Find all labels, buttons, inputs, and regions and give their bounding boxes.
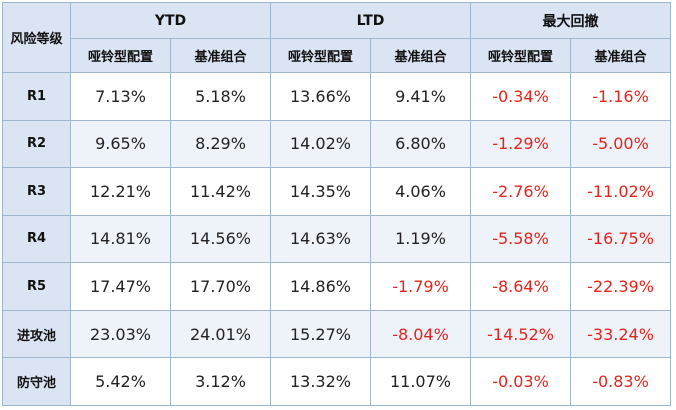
risk-level-cell: 防守池: [2, 357, 71, 406]
value-cell: -1.16%: [570, 72, 671, 121]
value-cell: -2.76%: [470, 167, 571, 216]
value-cell: -1.79%: [370, 262, 471, 311]
value-cell: -0.34%: [470, 72, 571, 121]
value-cell: -8.04%: [370, 309, 471, 359]
value-cell: 8.29%: [170, 119, 271, 169]
value-cell: -5.00%: [570, 119, 671, 169]
value-cell: 9.41%: [370, 72, 471, 121]
value-cell: -33.24%: [570, 309, 671, 359]
value-cell: -5.58%: [470, 214, 571, 264]
column-header: 基准组合: [370, 38, 471, 73]
value-cell: 4.06%: [370, 167, 471, 216]
value-cell: -22.39%: [570, 262, 671, 311]
value-cell: -8.64%: [470, 262, 571, 311]
value-cell: 14.56%: [170, 214, 271, 264]
table-row: R1 7.13% 5.18% 13.66% 9.41% -0.34% -1.16%: [2, 72, 671, 121]
value-cell: 24.01%: [170, 309, 271, 359]
value-cell: -11.02%: [570, 167, 671, 216]
risk-level-header: 风险等级: [2, 2, 71, 73]
table-row: R3 12.21% 11.42% 14.35% 4.06% -2.76% -11.02%: [2, 167, 671, 216]
column-header: 哑铃型配置: [270, 38, 371, 73]
table-row: 进攻池 23.03% 24.01% 15.27% -8.04% -14.52% -33.24…: [2, 309, 671, 359]
value-cell: 14.35%: [270, 167, 371, 216]
value-cell: 15.27%: [270, 309, 371, 359]
table-row: R4 14.81% 14.56% 14.63% 1.19% -5.58% -16.75%: [2, 214, 671, 264]
performance-table-container: 风险等级 YTD LTD 最大回撤 哑铃型配置 基准组合 哑铃型配置 基准组合 …: [2, 2, 671, 406]
risk-level-cell: R2: [2, 119, 71, 169]
table-row: R5 17.47% 17.70% 14.86% -1.79% -8.64% -22.39%: [2, 262, 671, 311]
table-row: R2 9.65% 8.29% 14.02% 6.80% -1.29% -5.00%: [2, 119, 671, 169]
group-header-ytd: YTD: [70, 2, 271, 39]
value-cell: 6.80%: [370, 119, 471, 169]
value-cell: 14.63%: [270, 214, 371, 264]
column-header: 哑铃型配置: [470, 38, 571, 73]
value-cell: 9.65%: [70, 119, 171, 169]
value-cell: 14.86%: [270, 262, 371, 311]
value-cell: -14.52%: [470, 309, 571, 359]
risk-level-cell: R4: [2, 214, 71, 264]
table-row: 防守池 5.42% 3.12% 13.32% 11.07% -0.03% -0.83%: [2, 357, 671, 406]
risk-level-cell: R3: [2, 167, 71, 216]
value-cell: 17.70%: [170, 262, 271, 311]
risk-level-cell: 进攻池: [2, 309, 71, 359]
value-cell: 14.81%: [70, 214, 171, 264]
value-cell: -0.03%: [470, 357, 571, 406]
value-cell: 1.19%: [370, 214, 471, 264]
performance-table: 风险等级 YTD LTD 最大回撤 哑铃型配置 基准组合 哑铃型配置 基准组合 …: [2, 2, 671, 406]
value-cell: 11.42%: [170, 167, 271, 216]
risk-level-cell: R5: [2, 262, 71, 311]
value-cell: -1.29%: [470, 119, 571, 169]
group-header-ltd: LTD: [270, 2, 471, 39]
value-cell: 13.32%: [270, 357, 371, 406]
risk-level-cell: R1: [2, 72, 71, 121]
value-cell: 5.18%: [170, 72, 271, 121]
column-header: 哑铃型配置: [70, 38, 171, 73]
table-body: R1 7.13% 5.18% 13.66% 9.41% -0.34% -1.16% R2 9.6…: [2, 72, 671, 406]
column-header: 基准组合: [570, 38, 671, 73]
value-cell: 17.47%: [70, 262, 171, 311]
value-cell: 23.03%: [70, 309, 171, 359]
value-cell: -0.83%: [570, 357, 671, 406]
column-header: 基准组合: [170, 38, 271, 73]
value-cell: 5.42%: [70, 357, 171, 406]
value-cell: 14.02%: [270, 119, 371, 169]
value-cell: 12.21%: [70, 167, 171, 216]
group-header-row: 风险等级 YTD LTD 最大回撤: [2, 2, 671, 73]
value-cell: 7.13%: [70, 72, 171, 121]
value-cell: 3.12%: [170, 357, 271, 406]
group-header-max-drawdown: 最大回撤: [470, 2, 671, 39]
sub-header-row: 哑铃型配置 基准组合 哑铃型配置 基准组合 哑铃型配置 基准组合: [3, 38, 671, 73]
value-cell: -16.75%: [570, 214, 671, 264]
value-cell: 11.07%: [370, 357, 471, 406]
value-cell: 13.66%: [270, 72, 371, 121]
